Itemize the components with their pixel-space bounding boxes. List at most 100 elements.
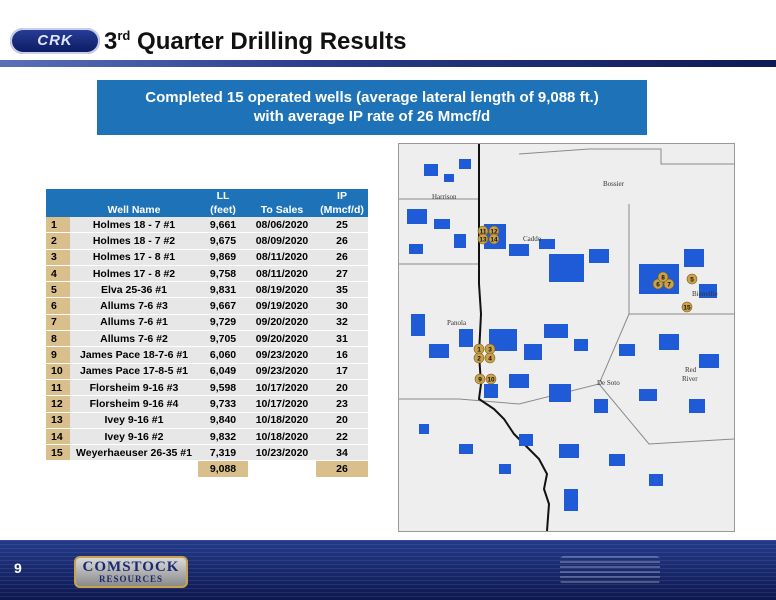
row-number: 7 [46, 314, 70, 332]
lateral-length-cell: 9,667 [198, 297, 248, 315]
to-sales-cell: 08/11/2020 [248, 265, 316, 283]
lateral-length-cell: 9,758 [198, 265, 248, 283]
ll-header: LL [198, 189, 248, 203]
ip-header: IP [316, 189, 368, 203]
ip-rate-cell: 31 [316, 330, 368, 348]
well-name-header: Well Name [70, 203, 198, 217]
avg-ip-rate: 26 [316, 460, 368, 478]
row-number: 5 [46, 281, 70, 299]
row-number: 14 [46, 428, 70, 446]
avg-lateral-length: 9,088 [198, 460, 248, 478]
table-row: 4 Holmes 17 - 8 #2 9,758 08/11/2020 27 [46, 265, 368, 283]
table-row: 5 Elva 25-36 #1 9,831 08/19/2020 35 [46, 281, 368, 299]
well-marker-label: 7 [667, 282, 671, 289]
to-sales-cell: 10/17/2020 [248, 395, 316, 413]
well-name-cell: Florsheim 9-16 #4 [70, 395, 198, 413]
well-marker-label: 11 [480, 229, 487, 236]
ip-rate-cell: 34 [316, 444, 368, 462]
ip-rate-cell: 30 [316, 297, 368, 315]
row-number: 10 [46, 363, 70, 380]
ip-rate-cell: 27 [316, 265, 368, 283]
label-caddo: Caddo [523, 235, 542, 243]
well-marker [657, 271, 669, 283]
ip-rate-cell: 26 [316, 249, 368, 266]
well-marker [681, 301, 693, 313]
ip-rate-cell: 20 [316, 412, 368, 429]
ll-unit-header: (feet) [198, 203, 248, 217]
lateral-length-cell: 9,831 [198, 281, 248, 299]
lateral-length-cell: 9,733 [198, 395, 248, 413]
well-marker [473, 352, 485, 364]
average-row: 9,088 26 [46, 460, 368, 478]
state-line [477, 144, 551, 531]
ip-rate-cell: 20 [316, 379, 368, 397]
table-row: 14 Ivey 9-16 #2 9,832 10/18/2020 22 [46, 428, 368, 446]
lateral-length-cell: 9,869 [198, 249, 248, 266]
well-marker-label: 13 [479, 237, 487, 244]
lateral-length-cell: 9,705 [198, 330, 248, 348]
well-name-cell: Holmes 18 - 7 #2 [70, 232, 198, 250]
table-row: 6 Allums 7-6 #3 9,667 09/19/2020 30 [46, 297, 368, 315]
well-marker-label: 12 [490, 229, 498, 236]
summary-banner: Completed 15 operated wells (average lat… [97, 80, 647, 135]
well-marker [663, 278, 675, 290]
well-marker [488, 233, 500, 245]
page-title: 3rd Quarter Drilling Results [104, 28, 407, 55]
well-marker-label: 8 [661, 275, 665, 282]
well-marker-label: 9 [478, 377, 482, 384]
well-name-cell: James Pace 18-7-6 #1 [70, 346, 198, 364]
to-sales-cell: 08/19/2020 [248, 281, 316, 299]
label-bienville: Bienville [692, 290, 718, 298]
to-sales-cell: 10/17/2020 [248, 379, 316, 397]
ip-rate-cell: 26 [316, 232, 368, 250]
well-marker [477, 233, 489, 245]
well-name-cell: Elva 25-36 #1 [70, 281, 198, 299]
row-number: 11 [46, 379, 70, 397]
label-harrison: Harrison [432, 193, 457, 201]
page-number: 9 [14, 560, 22, 576]
well-name-cell: Weyerhaeuser 26-35 #1 [70, 444, 198, 462]
table-row: 2 Holmes 18 - 7 #2 9,675 08/09/2020 26 [46, 232, 368, 250]
comstock-logo: COMSTOCK RESOURCES [74, 556, 188, 588]
well-marker-label: 10 [487, 377, 495, 384]
well-name-cell: Ivey 9-16 #2 [70, 428, 198, 446]
label-bossier: Bossier [603, 180, 625, 188]
to-sales-header: To Sales [248, 203, 316, 217]
to-sales-cell: 08/11/2020 [248, 249, 316, 266]
well-marker-label: 3 [488, 347, 492, 354]
well-name-cell: Florsheim 9-16 #3 [70, 379, 198, 397]
to-sales-cell: 09/20/2020 [248, 314, 316, 332]
well-name-cell: James Pace 17-8-5 #1 [70, 363, 198, 380]
row-number: 1 [46, 217, 70, 234]
table-row: 11 Florsheim 9-16 #3 9,598 10/17/2020 20 [46, 379, 368, 397]
well-marker-label: 5 [690, 277, 694, 284]
ip-unit-header: (Mmcf/d) [316, 203, 368, 217]
to-sales-cell: 09/19/2020 [248, 297, 316, 315]
table-row: 13 Ivey 9-16 #1 9,840 10/18/2020 20 [46, 412, 368, 429]
to-sales-cell: 10/18/2020 [248, 412, 316, 429]
well-marker-label: 15 [683, 305, 691, 312]
lateral-length-cell: 9,729 [198, 314, 248, 332]
to-sales-cell: 08/09/2020 [248, 232, 316, 250]
well-marker [474, 373, 486, 385]
well-name-cell: Ivey 9-16 #1 [70, 412, 198, 429]
well-name-cell: Allums 7-6 #2 [70, 330, 198, 348]
to-sales-cell: 09/20/2020 [248, 330, 316, 348]
well-marker [484, 352, 496, 364]
to-sales-cell: 09/23/2020 [248, 363, 316, 380]
well-name-cell: Holmes 17 - 8 #1 [70, 249, 198, 266]
lateral-length-cell: 9,661 [198, 217, 248, 234]
table-row: 1 Holmes 18 - 7 #1 9,661 08/06/2020 25 [46, 217, 368, 234]
lateral-length-cell: 7,319 [198, 444, 248, 462]
drilling-results-table: LL IP Well Name (feet) To Sales (Mmcf/d)… [46, 189, 368, 478]
to-sales-cell: 09/23/2020 [248, 346, 316, 364]
label-river: River [682, 375, 698, 383]
ip-rate-cell: 32 [316, 314, 368, 332]
well-marker-label: 2 [477, 356, 481, 363]
table-row: 12 Florsheim 9-16 #4 9,733 10/17/2020 23 [46, 395, 368, 413]
row-number: 3 [46, 249, 70, 266]
ip-rate-cell: 16 [316, 346, 368, 364]
ip-rate-cell: 23 [316, 395, 368, 413]
banner-line-1: Completed 15 operated wells (average lat… [145, 89, 599, 106]
